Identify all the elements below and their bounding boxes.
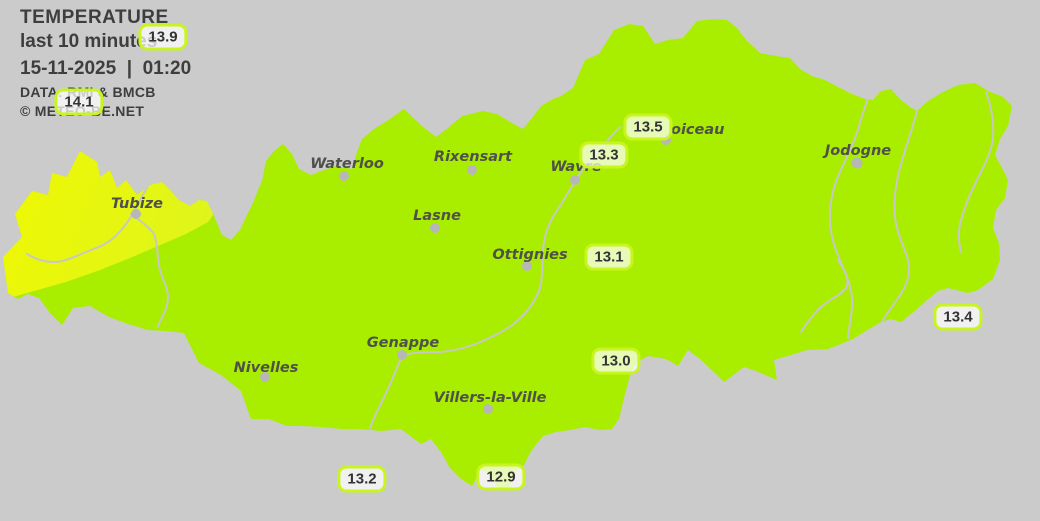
temp-badge-13-3: 13.3: [579, 141, 629, 169]
city-label-villers-la-ville: Villers-la-Ville: [433, 390, 547, 406]
temp-badge-14-1: 14.1: [54, 88, 104, 116]
city-label-lasne: Lasne: [413, 208, 461, 224]
temp-badge-13-1: 13.1: [584, 243, 634, 271]
city-marker-villers-la-ville: [483, 404, 493, 414]
temp-badge-13-5: 13.5: [623, 113, 673, 141]
city-label-nivelles: Nivelles: [233, 360, 299, 376]
page-subtitle: last 10 minutes: [20, 31, 158, 52]
city-label-ottignies: Ottignies: [492, 247, 568, 263]
province-shape: [3, 19, 1012, 490]
city-marker-tubize: [131, 209, 141, 219]
city-label-tubize: Tubize: [111, 196, 163, 212]
copyright-label: © METEO-BE.NET: [20, 103, 144, 119]
city-label-rixensart: Rixensart: [433, 149, 513, 165]
city-label-genappe: Genappe: [366, 335, 440, 351]
river-line: [800, 259, 849, 333]
river-line: [26, 181, 151, 263]
river-line: [828, 85, 873, 339]
city-marker-rixensart: [467, 165, 477, 175]
temp-badge-13-4: 13.4: [933, 303, 983, 331]
city-label-waterloo: Waterloo: [310, 156, 384, 172]
city-label-grez-doiceau: oiceau: [671, 122, 725, 138]
river-line: [957, 91, 995, 253]
temp-badge-13-9: 13.9: [138, 23, 188, 51]
temp-badge-13-2: 13.2: [337, 465, 387, 493]
city-marker-ottignies: [522, 261, 532, 271]
page-title: TEMPERATURE: [20, 7, 169, 28]
temp-badge-12-9: 12.9: [476, 463, 526, 491]
datetime-label: 15-11-2025 | 01:20: [20, 58, 192, 79]
map-header: TEMPERATURE last 10 minutes 15-11-2025 |…: [20, 6, 191, 121]
city-label-jodogne: Jodogne: [824, 143, 892, 159]
city-marker-genappe: [397, 350, 407, 360]
city-marker-wavre: [570, 175, 580, 185]
city-marker-lasne: [430, 223, 440, 233]
city-marker-jodogne: [851, 157, 863, 169]
city-marker-nivelles: [260, 372, 270, 382]
data-source-label: DATA: RMI & BMCB: [20, 84, 156, 100]
city-marker-waterloo: [339, 171, 349, 181]
temp-badge-13-0: 13.0: [591, 347, 641, 375]
river-line: [130, 213, 169, 328]
